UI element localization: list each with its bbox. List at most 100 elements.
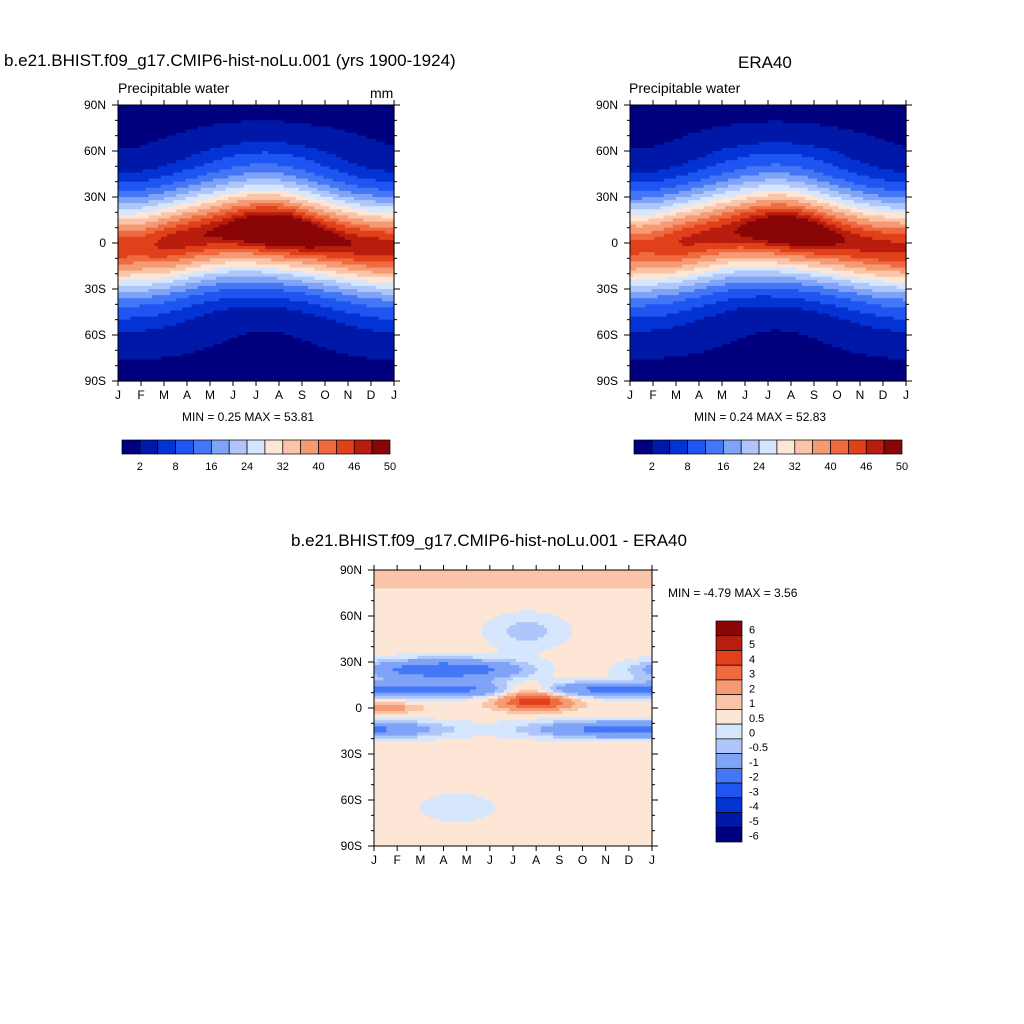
- heatmap-cell: [314, 154, 318, 158]
- heatmap-cell: [241, 182, 245, 186]
- heatmap-cell: [182, 154, 186, 158]
- heatmap-cell: [185, 172, 189, 176]
- heatmap-cell: [333, 249, 337, 253]
- heatmap-cell: [330, 258, 334, 262]
- heatmap-cell: [195, 157, 199, 161]
- heatmap-cell: [219, 123, 223, 127]
- heatmap-cell: [152, 108, 156, 112]
- heatmap-cell: [195, 237, 199, 241]
- heatmap-cell: [213, 176, 217, 180]
- heatmap-cell: [182, 228, 186, 232]
- heatmap-cell: [170, 120, 174, 124]
- heatmap-cell: [369, 255, 373, 259]
- heatmap-cell: [118, 114, 122, 118]
- heatmap-cell: [281, 249, 285, 253]
- heatmap-cell: [366, 136, 370, 140]
- heatmap-cell: [244, 215, 248, 219]
- heatmap-cell: [213, 194, 217, 198]
- heatmap-cell: [250, 197, 254, 201]
- heatmap-cell: [152, 258, 156, 262]
- heatmap-cell: [274, 209, 278, 213]
- heatmap-cell: [351, 200, 355, 204]
- heatmap-cell: [195, 188, 199, 192]
- heatmap-cell: [139, 209, 143, 213]
- heatmap-cell: [121, 234, 125, 238]
- heatmap-cell: [127, 206, 131, 210]
- heatmap-cell: [207, 166, 211, 170]
- heatmap-cell: [146, 151, 150, 155]
- heatmap-cell: [391, 255, 395, 259]
- heatmap-cell: [385, 252, 389, 256]
- heatmap-cell: [271, 163, 275, 167]
- heatmap-cell: [274, 258, 278, 262]
- heatmap-cell: [176, 222, 180, 226]
- heatmap-cell: [164, 142, 168, 146]
- heatmap-cell: [225, 252, 229, 256]
- heatmap-cell: [207, 148, 211, 152]
- heatmap-cell: [198, 169, 202, 173]
- heatmap-cell: [369, 197, 373, 201]
- heatmap-cell: [250, 133, 254, 137]
- heatmap-cell: [262, 151, 266, 155]
- heatmap-cell: [139, 120, 143, 124]
- heatmap-cell: [271, 228, 275, 232]
- heatmap-cell: [235, 133, 239, 137]
- heatmap-cell: [146, 176, 150, 180]
- heatmap-cell: [274, 188, 278, 192]
- heatmap-cell: [382, 215, 386, 219]
- heatmap-cell: [253, 166, 257, 170]
- heatmap-cell: [216, 160, 220, 164]
- heatmap-cell: [228, 179, 232, 183]
- heatmap-cell: [146, 218, 150, 222]
- heatmap-cell: [351, 154, 355, 158]
- heatmap-cell: [213, 212, 217, 216]
- heatmap-cell: [143, 179, 147, 183]
- heatmap-cell: [357, 231, 361, 235]
- heatmap-cell: [259, 114, 263, 118]
- heatmap-cell: [296, 234, 300, 238]
- heatmap-cell: [293, 258, 297, 262]
- heatmap-cell: [357, 120, 361, 124]
- heatmap-cell: [189, 142, 193, 146]
- heatmap-cell: [247, 160, 251, 164]
- heatmap-cell: [170, 145, 174, 149]
- heatmap-cell: [201, 191, 205, 195]
- heatmap-cell: [385, 169, 389, 173]
- heatmap-cell: [155, 182, 159, 186]
- heatmap-cell: [385, 209, 389, 213]
- heatmap-cell: [385, 234, 389, 238]
- heatmap-cell: [204, 203, 208, 207]
- heatmap-cell: [241, 105, 245, 109]
- heatmap-cell: [244, 126, 248, 130]
- heatmap-cell: [149, 255, 153, 259]
- heatmap-cell: [164, 126, 168, 130]
- heatmap-cell: [379, 126, 383, 130]
- heatmap-cell: [133, 148, 137, 152]
- heatmap-cell: [379, 222, 383, 226]
- heatmap-cell: [351, 255, 355, 259]
- heatmap-cell: [376, 148, 380, 152]
- heatmap-cell: [195, 166, 199, 170]
- heatmap-cell: [231, 194, 235, 198]
- heatmap-cell: [317, 154, 321, 158]
- heatmap-cell: [198, 218, 202, 222]
- heatmap-cell: [124, 222, 128, 226]
- heatmap-cell: [195, 136, 199, 140]
- heatmap-cell: [290, 188, 294, 192]
- heatmap-cell: [363, 252, 367, 256]
- heatmap-cell: [149, 249, 153, 253]
- heatmap-cell: [323, 188, 327, 192]
- heatmap-cell: [320, 160, 324, 164]
- heatmap-cell: [161, 179, 165, 183]
- heatmap-cell: [139, 157, 143, 161]
- heatmap-cell: [192, 206, 196, 210]
- heatmap-cell: [305, 206, 309, 210]
- heatmap-cell: [231, 111, 235, 115]
- heatmap-cell: [351, 231, 355, 235]
- heatmap-cell: [176, 261, 180, 265]
- heatmap-cell: [327, 176, 331, 180]
- heatmap-cell: [268, 228, 272, 232]
- heatmap-cell: [222, 169, 226, 173]
- heatmap-cell: [161, 154, 165, 158]
- heatmap-cell: [241, 136, 245, 140]
